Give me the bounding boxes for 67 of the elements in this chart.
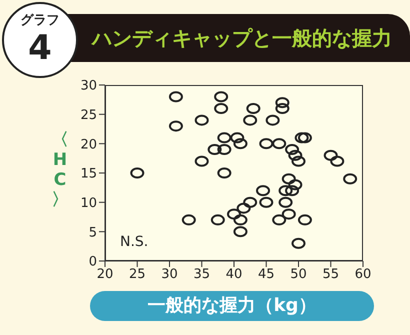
point: [256, 185, 270, 196]
y-tick-label: 20: [80, 137, 97, 152]
point: [168, 91, 183, 102]
point: [282, 173, 296, 184]
point: [298, 132, 312, 144]
point: [294, 132, 309, 144]
point: [130, 168, 144, 178]
point: [233, 226, 248, 238]
text: グラフ: [20, 12, 60, 29]
y-tick-label: 10: [80, 196, 97, 211]
point: [285, 185, 300, 196]
point: [278, 185, 293, 196]
point: [324, 150, 338, 161]
point: [217, 132, 232, 144]
y-tick-label: 25: [80, 108, 97, 123]
point: [194, 114, 209, 126]
point: [343, 173, 358, 184]
point: [233, 138, 248, 150]
point: [168, 120, 183, 132]
point: [243, 196, 258, 208]
y-tick-label: 15: [80, 166, 97, 182]
x-tick-label: 40: [226, 267, 242, 282]
point: [292, 156, 306, 167]
point: [259, 138, 274, 150]
x-tick-label: 55: [322, 267, 340, 282]
y-axis-title: 〈HC〉: [50, 130, 70, 210]
x-tick-label: 35: [193, 267, 210, 282]
point: [194, 156, 209, 167]
point: [208, 144, 222, 156]
point: [266, 114, 280, 126]
point: [282, 208, 296, 220]
point: [275, 97, 290, 108]
y-tick-label: 5: [88, 225, 97, 240]
x-tick-label: 25: [128, 267, 146, 282]
x-tick-label: 30: [161, 267, 178, 282]
x-tick-label: 50: [290, 267, 307, 282]
point: [278, 196, 293, 208]
point: [214, 102, 228, 114]
x-tick-label: 45: [258, 267, 275, 282]
point: [285, 144, 300, 156]
point: [214, 91, 228, 102]
text: 4: [27, 28, 53, 68]
point: [272, 138, 286, 150]
point: [210, 214, 225, 226]
point: [292, 238, 306, 249]
point: [217, 144, 232, 156]
x-axis-title: 一般的な握力（kg）: [90, 291, 374, 321]
point: [227, 208, 241, 220]
point: [246, 102, 260, 114]
point: [230, 132, 244, 144]
point: [236, 202, 251, 214]
point: [272, 214, 286, 226]
point: [330, 156, 344, 167]
point: [288, 179, 302, 190]
x-tick-label: 60: [354, 267, 372, 282]
point: [217, 168, 232, 178]
point: [275, 102, 290, 114]
point: [288, 150, 302, 161]
annotation: N.S.: [120, 234, 148, 250]
y-tick-label: 30: [80, 78, 97, 94]
chart-title: ハンディキャップと一般的な握力: [92, 25, 392, 52]
point: [243, 114, 258, 126]
point: [182, 214, 196, 226]
y-tick-label: 0: [88, 254, 97, 270]
point: [298, 214, 312, 226]
point: [259, 196, 274, 208]
point: [233, 214, 248, 226]
